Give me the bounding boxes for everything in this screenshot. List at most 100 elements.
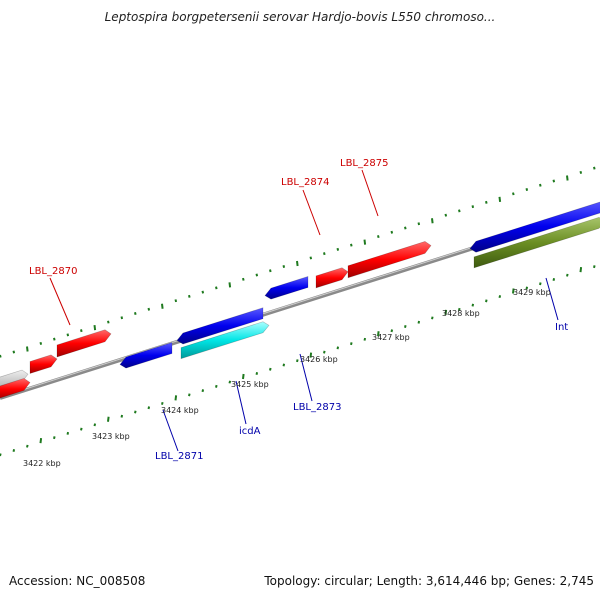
minor-tick <box>269 269 272 273</box>
minor-tick <box>188 393 191 397</box>
minor-tick <box>525 286 529 290</box>
major-tick <box>39 438 43 444</box>
kbp-label: 3422 kbp <box>23 459 61 468</box>
gene-arrow-red-LBL_2875[interactable] <box>347 241 432 279</box>
kbp-label: 3425 kbp <box>231 380 269 389</box>
major-tick <box>444 309 448 316</box>
gene-arrow-blue-LBL_2871[interactable] <box>119 342 173 369</box>
minor-tick <box>93 423 97 427</box>
gene-arrow-blue-long[interactable] <box>469 200 600 253</box>
major-tick <box>174 395 178 401</box>
major-tick <box>107 416 110 422</box>
minor-tick <box>53 436 56 440</box>
major-tick <box>566 175 569 181</box>
minor-tick <box>377 235 380 239</box>
map-title: Leptospira borgpetersenii serovar Hardjo… <box>104 10 496 24</box>
minor-tick <box>255 273 259 277</box>
major-tick <box>228 282 232 288</box>
minor-tick <box>552 179 556 183</box>
minor-tick <box>458 209 461 213</box>
minor-tick <box>525 188 529 192</box>
minor-tick <box>404 325 407 328</box>
gene-arrow-cyan-icdA[interactable] <box>180 321 270 360</box>
minor-tick <box>485 200 488 204</box>
minor-tick <box>282 363 286 367</box>
reverse-scale-ticks <box>0 265 596 457</box>
major-tick <box>296 260 299 267</box>
minor-tick <box>350 342 353 346</box>
gene-label-LBL_2875[interactable]: LBL_2875 <box>340 158 388 169</box>
minor-tick <box>539 282 542 286</box>
major-tick <box>498 196 502 202</box>
minor-tick <box>0 354 2 358</box>
minor-tick <box>417 222 421 226</box>
minor-tick <box>431 316 434 320</box>
major-tick <box>242 373 245 380</box>
kbp-label: 3428 kbp <box>442 309 480 318</box>
minor-tick <box>390 329 394 333</box>
leader-line <box>361 169 379 217</box>
minor-tick <box>336 346 340 350</box>
minor-tick <box>66 431 70 435</box>
minor-tick <box>188 294 191 298</box>
gene-features[interactable] <box>0 200 600 399</box>
minor-tick <box>147 406 151 410</box>
gene-label-LBL_2870[interactable]: LBL_2870 <box>29 266 77 277</box>
kbp-scale-labels: 3422 kbp 3423 kbp 3424 kbp 3425 kbp 3426 kbp… <box>23 288 551 468</box>
minor-tick <box>471 205 475 209</box>
leader-line <box>235 380 247 425</box>
minor-tick <box>80 427 83 431</box>
leader-line <box>302 189 321 236</box>
minor-tick <box>147 307 151 311</box>
gene-arrow-olive-Int[interactable] <box>473 216 600 269</box>
gene-arrow-red-2[interactable] <box>29 354 58 374</box>
major-tick <box>309 352 313 358</box>
gene-label-LBL_2873[interactable]: LBL_2873 <box>293 402 341 413</box>
major-tick <box>161 303 164 309</box>
gene-label-Int[interactable]: Int <box>555 322 568 333</box>
minor-tick <box>215 384 218 388</box>
minor-tick <box>174 299 178 303</box>
forward-scale-ticks <box>0 166 596 358</box>
minor-tick <box>134 312 137 315</box>
gene-arrow-red-1[interactable] <box>0 378 31 399</box>
genome-summary-text: Topology: circular; Length: 3,614,446 bp… <box>264 574 594 588</box>
minor-tick <box>215 286 218 290</box>
kbp-label: 3424 kbp <box>161 406 199 415</box>
minor-tick <box>26 444 29 448</box>
minor-tick <box>269 367 272 371</box>
gene-label-icdA[interactable]: icdA <box>239 426 261 437</box>
kbp-label: 3426 kbp <box>300 355 338 364</box>
gene-label-LBL_2874[interactable]: LBL_2874 <box>281 177 329 188</box>
minor-tick <box>444 213 448 217</box>
gene-arrow-blue-2[interactable] <box>176 307 264 345</box>
gene-arrow-red-LBL_2870[interactable] <box>56 329 112 358</box>
minor-tick <box>323 252 326 256</box>
minor-tick <box>539 183 542 187</box>
minor-tick <box>201 290 205 294</box>
minor-tick <box>417 320 421 324</box>
minor-tick <box>593 166 596 170</box>
label-leaders <box>49 169 559 452</box>
minor-tick <box>593 265 596 269</box>
minor-tick <box>323 350 326 354</box>
minor-tick <box>296 359 299 363</box>
minor-tick <box>309 256 313 260</box>
major-tick <box>26 346 29 352</box>
gene-arrow-red-LBL_2874[interactable] <box>315 267 349 289</box>
accession-text: Accession: NC_008508 <box>9 574 146 588</box>
minor-tick <box>363 337 367 341</box>
minor-tick <box>336 247 340 251</box>
gene-labels: LBL_2870 LBL_2874 LBL_2875 LBL_2871 icdA LBL_… <box>29 158 568 462</box>
minor-tick <box>471 303 475 307</box>
minor-tick <box>282 264 286 268</box>
minor-tick <box>458 307 461 311</box>
minor-tick <box>579 170 583 174</box>
minor-tick <box>485 299 488 303</box>
gene-arrow-blue-LBL_2873[interactable] <box>264 276 309 300</box>
gene-label-LBL_2871[interactable]: LBL_2871 <box>155 451 203 462</box>
minor-tick <box>161 401 164 405</box>
major-tick <box>579 267 583 273</box>
major-tick <box>512 288 515 294</box>
